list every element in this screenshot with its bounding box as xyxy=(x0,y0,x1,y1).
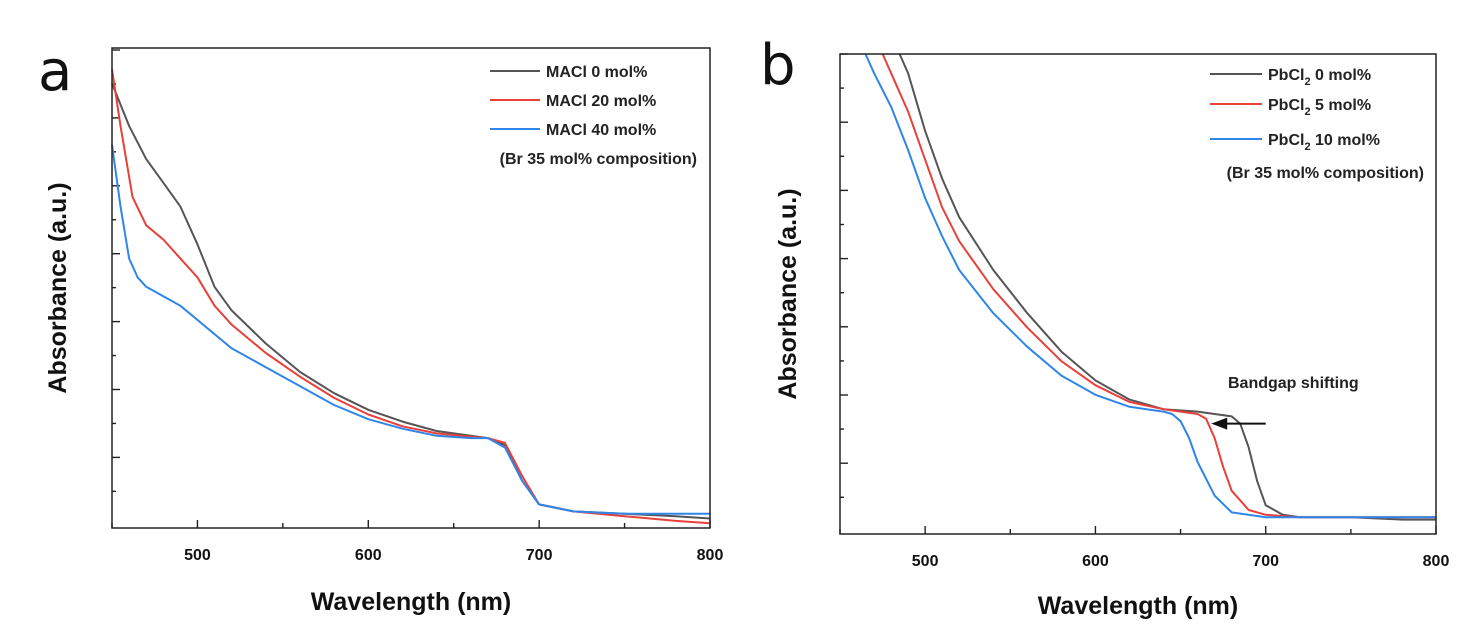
panel-b-x-tick-label: 500 xyxy=(912,553,939,570)
panel-a-y-axis-title: Absorbance (a.u.) xyxy=(44,182,72,393)
panel-b-series xyxy=(864,53,1436,521)
panel-b-legend: PbCl2 0 mol% PbCl2 5 mol% PbCl2 10 mol% … xyxy=(1210,67,1424,182)
panel-a-legend: MACl 0 mol% MACl 20 mol% MACl 40 mol% (B… xyxy=(490,64,697,168)
panel-a-x-tick-label: 800 xyxy=(697,547,724,564)
legend-a-label-1: MACl 20 mol% xyxy=(546,93,656,110)
legend-a-label-2: MACl 40 mol% xyxy=(546,122,656,139)
legend-a-note: (Br 35 mol% composition) xyxy=(500,151,697,168)
legend-b-label-0: PbCl2 0 mol% xyxy=(1268,67,1371,88)
panel-b-series-line-1 xyxy=(881,53,1436,519)
panel-b-series-line-2 xyxy=(864,53,1436,519)
panel-a-x-tick-label: 600 xyxy=(355,547,382,564)
panel-b-x-tick-label: 600 xyxy=(1082,553,1109,570)
panel-a-series-line-2 xyxy=(111,144,710,515)
panel-b-frame xyxy=(839,53,1437,535)
panel-a: a 500 600 700 800 Wavelength (nm) Absorbanc… xyxy=(38,39,723,616)
panel-a-x-axis-title: Wavelength (nm) xyxy=(311,588,511,616)
bandgap-arrow-head xyxy=(1211,417,1228,430)
panel-a-frame xyxy=(111,47,711,529)
legend-b-note: (Br 35 mol% composition) xyxy=(1227,165,1424,182)
panel-a-x-tick-label: 700 xyxy=(526,547,553,564)
legend-b-label-1: PbCl2 5 mol% xyxy=(1268,97,1371,118)
panel-b-letter: b xyxy=(760,33,796,98)
panel-a-x-tick-labels: 500 600 700 800 xyxy=(184,547,723,564)
bandgap-shifting-label: Bandgap shifting xyxy=(1228,375,1359,392)
panel-b-x-tick-label: 700 xyxy=(1252,553,1279,570)
bandgap-annotation: Bandgap shifting xyxy=(1211,375,1359,430)
panel-b-series-line-0 xyxy=(898,53,1436,521)
panel-b: b 500 600 700 800 Wavelength (nm) Absorbanc… xyxy=(760,33,1449,620)
panel-b-x-tick-label: 800 xyxy=(1423,553,1450,570)
legend-b-label-2: PbCl2 10 mol% xyxy=(1268,132,1380,153)
legend-a-label-0: MACl 0 mol% xyxy=(546,64,647,81)
panel-a-series-line-0 xyxy=(111,83,711,520)
panel-a-letter: a xyxy=(38,39,72,104)
panel-b-x-axis-title: Wavelength (nm) xyxy=(1038,592,1238,620)
panel-b-y-axis-title: Absorbance (a.u.) xyxy=(774,188,802,399)
panel-a-series xyxy=(111,69,711,525)
panel-b-ticks xyxy=(839,53,1437,534)
panel-a-x-tick-label: 500 xyxy=(184,547,211,564)
panel-b-x-tick-labels: 500 600 700 800 xyxy=(912,553,1450,570)
